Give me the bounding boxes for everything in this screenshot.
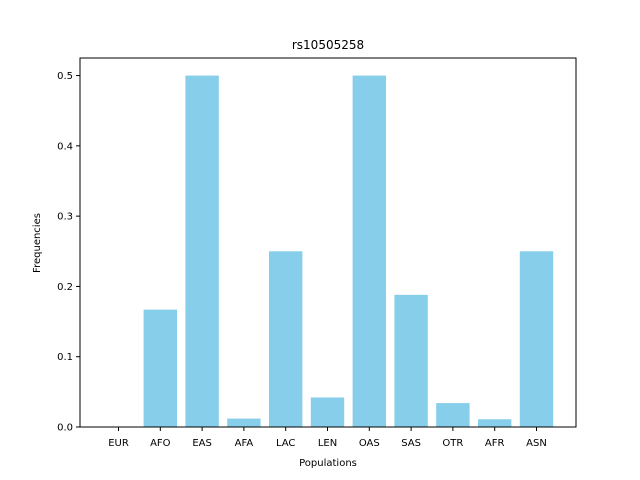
y-tick-label: 0.4	[57, 141, 73, 152]
x-tick-label: AFA	[235, 438, 254, 449]
y-tick-label: 0.2	[57, 282, 73, 293]
x-ticks-group: EUR AFO EAS AFA LAC LEN OAS SAS OTR AFR ASN	[108, 427, 547, 449]
x-tick-label: EAS	[192, 438, 212, 449]
plot-frame	[79, 57, 577, 428]
x-tick-label: AFR	[485, 438, 505, 449]
x-axis-label: Populations	[299, 458, 357, 469]
bar-lac	[269, 251, 303, 427]
y-ticks-group: 0.0 0.1 0.2 0.3 0.4 0.5	[57, 71, 80, 434]
x-tick-label: SAS	[401, 438, 421, 449]
bar-sas	[394, 294, 428, 427]
x-tick-label: LEN	[318, 438, 337, 449]
x-tick-label: LAC	[276, 438, 295, 449]
y-axis-label: Frequencies	[32, 213, 43, 273]
x-tick-label: EUR	[108, 438, 129, 449]
bar-eas	[185, 75, 219, 427]
bars-group	[143, 75, 554, 427]
bar-afo	[143, 309, 177, 427]
x-tick-label: AFO	[150, 438, 171, 449]
y-tick-label: 0.1	[57, 352, 73, 363]
bar-afr	[478, 419, 512, 427]
x-tick-label: OTR	[442, 438, 463, 449]
bar-asn	[519, 251, 554, 427]
y-tick-label: 0.3	[57, 212, 73, 223]
x-tick-label: OAS	[359, 438, 380, 449]
y-tick-label: 0.5	[57, 71, 73, 82]
y-tick-label: 0.0	[57, 423, 73, 434]
bar-otr	[436, 403, 470, 427]
chart-title: rs10505258	[292, 38, 364, 52]
bar-len	[310, 397, 345, 427]
bar-afa	[227, 418, 261, 427]
bar-oas	[352, 75, 386, 427]
x-tick-label: ASN	[526, 438, 547, 449]
